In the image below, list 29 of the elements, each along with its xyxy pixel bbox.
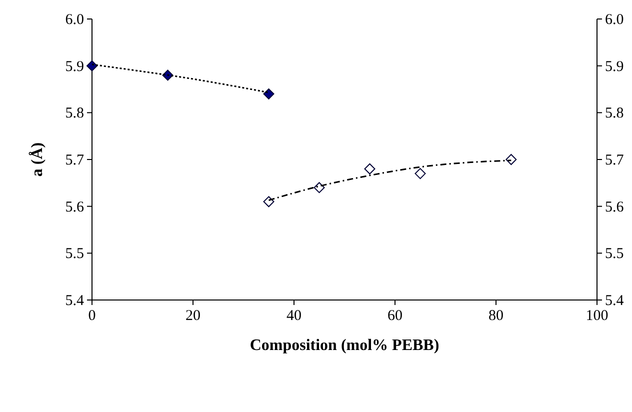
x-tick-label: 80: [488, 308, 504, 324]
y2-tick-label: 5.7: [605, 152, 624, 168]
y2-tick-label: 6.0: [605, 12, 624, 28]
point: [263, 88, 274, 100]
x-tick-label: 20: [186, 308, 200, 324]
y-tick-label: 5.4: [65, 293, 84, 309]
y2-tick-label: 5.4: [605, 293, 624, 309]
y2-tick-label: 5.9: [605, 58, 624, 75]
x-tick-label: 60: [388, 308, 402, 324]
point: [263, 196, 274, 208]
point: [506, 154, 517, 165]
y-tick-label: 5.9: [65, 58, 84, 75]
y-tick-label: 5.8: [65, 106, 84, 122]
x-tick-label: 100: [586, 308, 608, 324]
y-tick-label: 6.0: [65, 12, 84, 28]
y2-tick-label: 5.8: [605, 106, 624, 122]
y-axis-title: a (Å): [28, 142, 46, 177]
y-tick-label: 5.5: [65, 246, 84, 262]
y-tick-label: 5.7: [65, 152, 84, 168]
point: [314, 182, 325, 194]
y-tick-label: 5.6: [65, 199, 84, 216]
x-tick-label: 40: [286, 308, 302, 324]
point: [364, 163, 376, 174]
point: [86, 60, 98, 72]
y2-tick-label: 5.6: [605, 199, 624, 216]
y2-tick-label: 5.5: [605, 246, 624, 262]
x-tick-label: 0: [88, 308, 96, 324]
x-axis-title: Composition (mol% PEBB): [250, 337, 440, 354]
point: [414, 168, 426, 180]
